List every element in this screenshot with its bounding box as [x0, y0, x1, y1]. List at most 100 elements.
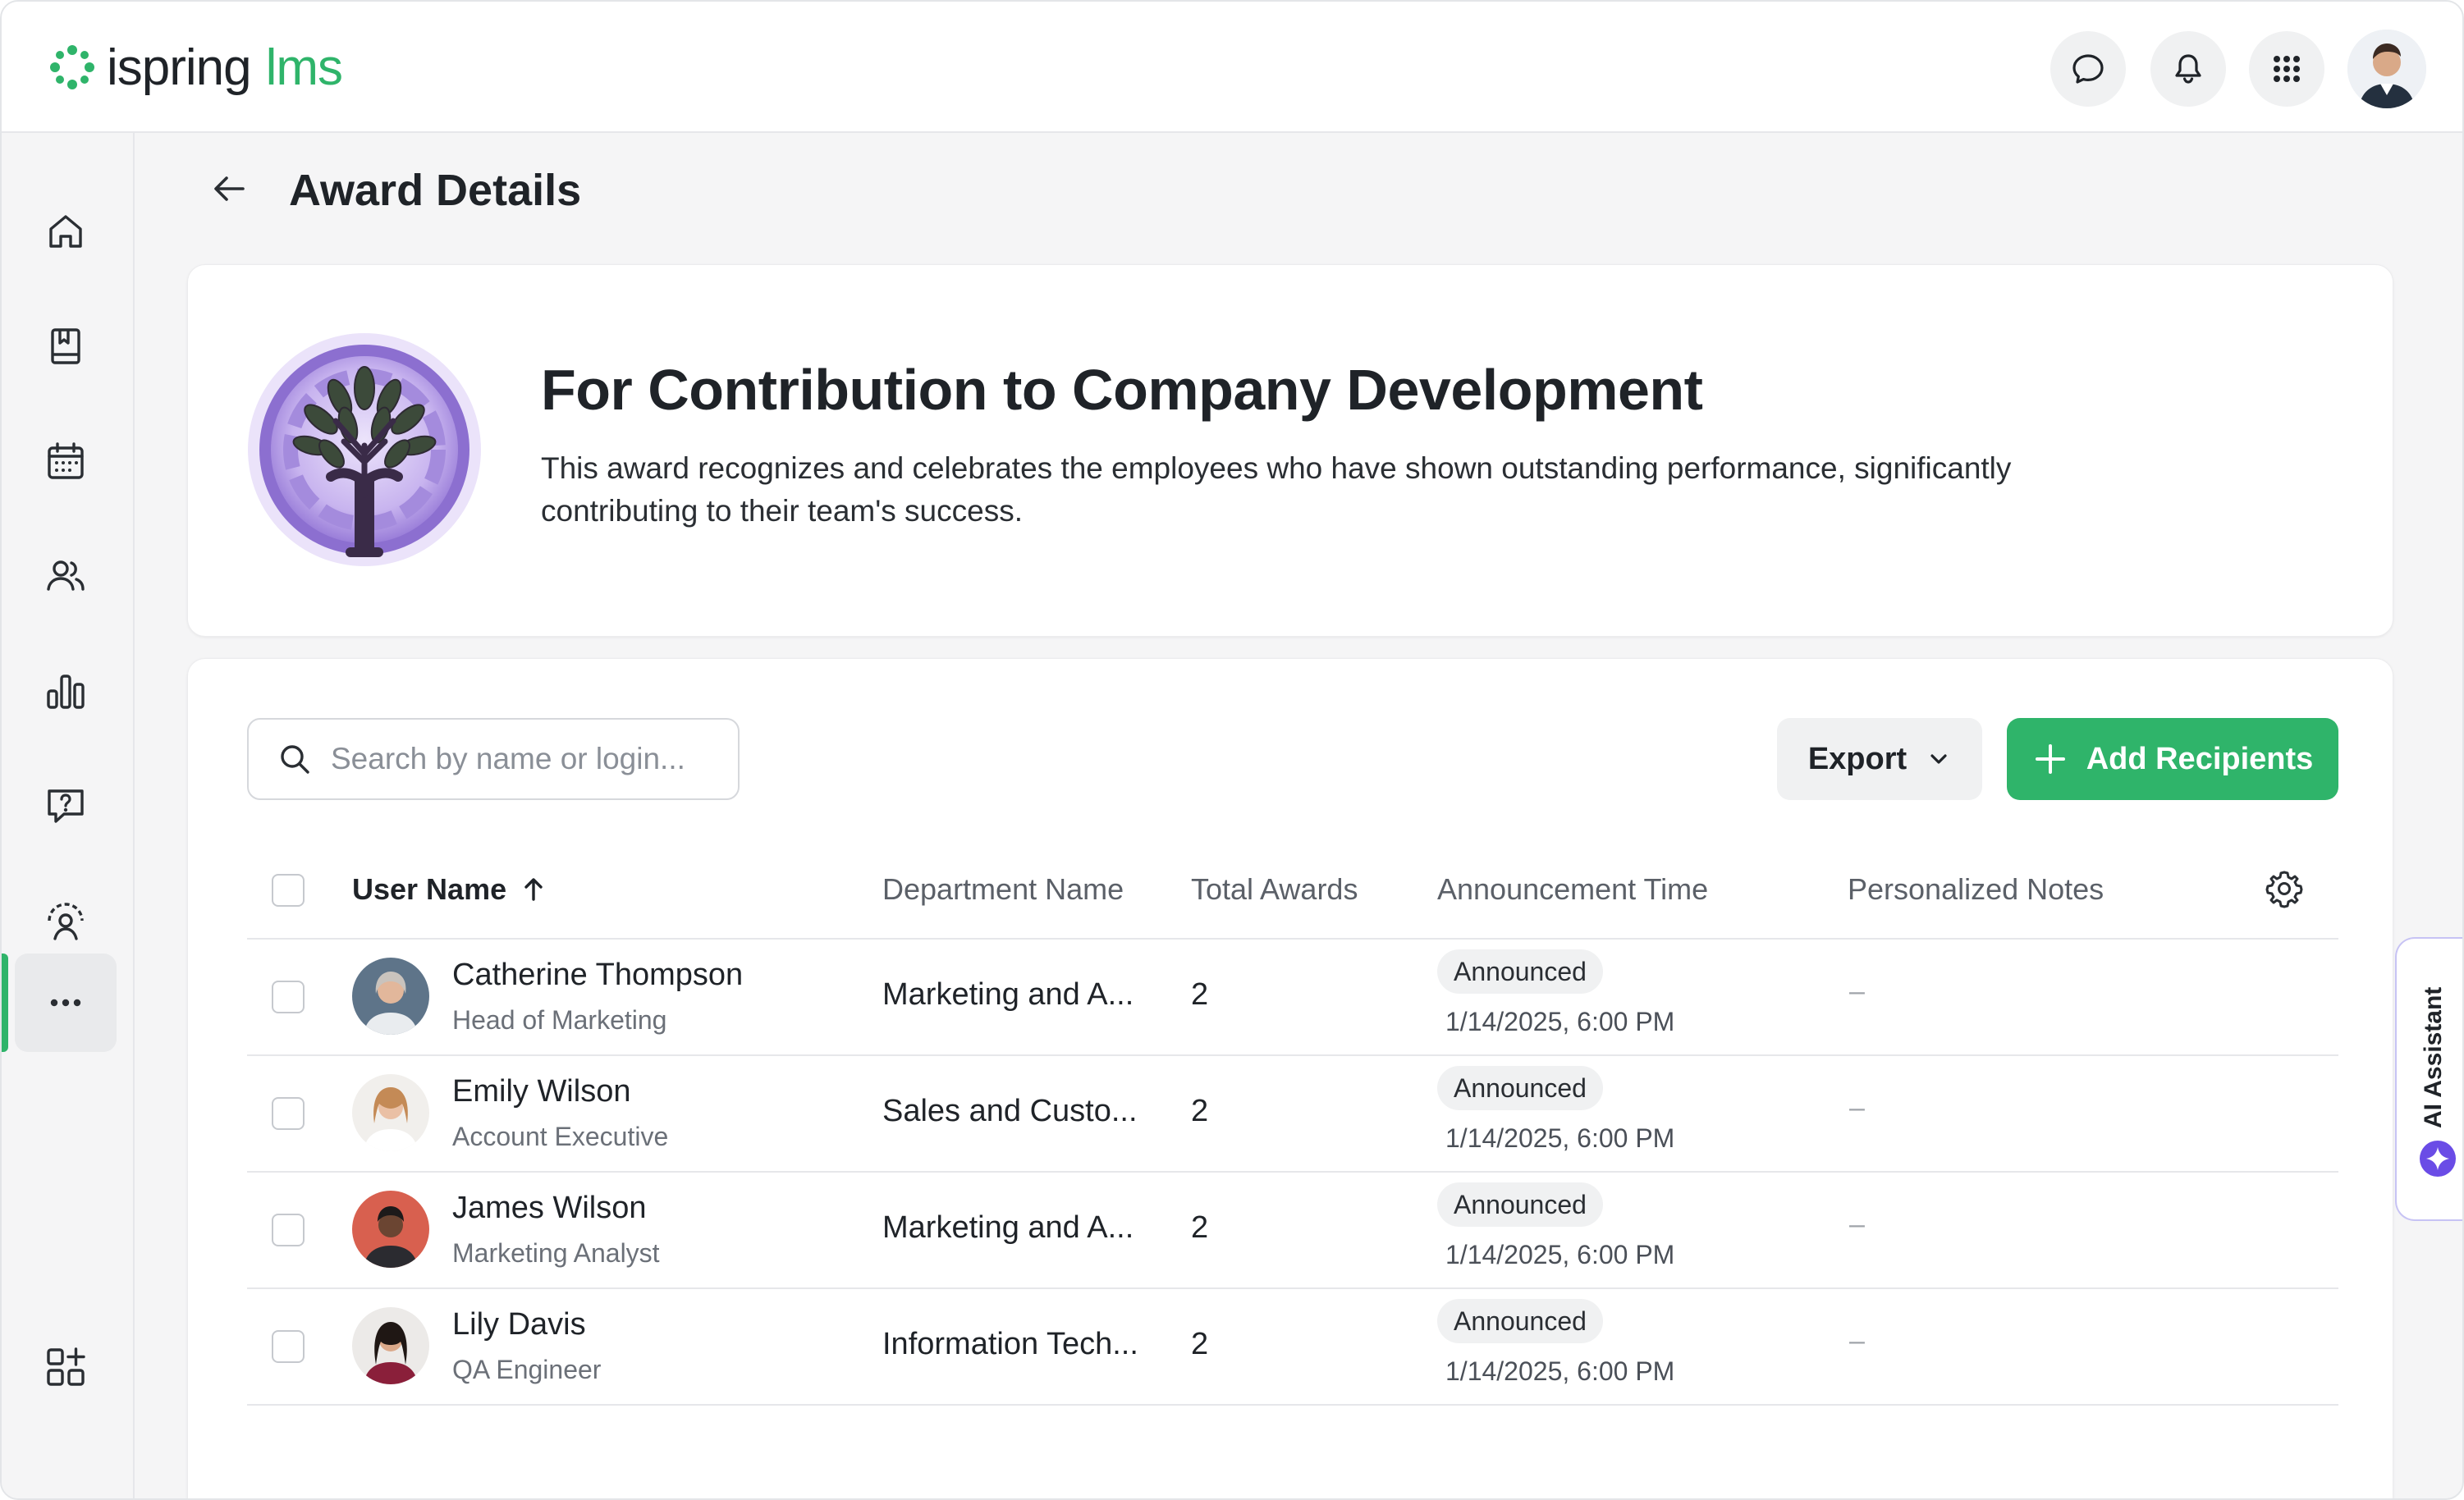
sidebar-item-account[interactable]	[15, 871, 117, 970]
announcement-time: 1/14/2025, 6:00 PM	[1445, 1240, 1675, 1269]
user-settings-icon	[48, 903, 84, 940]
user-name[interactable]: James Wilson	[452, 1191, 647, 1225]
chat-icon	[2072, 54, 2104, 84]
status-badge: Announced	[1437, 949, 1603, 994]
row-divider	[247, 1054, 2338, 1056]
column-user-label: User Name	[352, 872, 507, 906]
active-indicator	[2, 954, 8, 1052]
notifications-button[interactable]	[2150, 31, 2226, 107]
brand-name: ispring	[107, 39, 252, 96]
personalized-notes: –	[1849, 1325, 1865, 1356]
users-icon	[47, 560, 85, 591]
total-awards: 2	[1191, 977, 1209, 1012]
select-all-checkbox[interactable]	[272, 874, 305, 907]
row-checkbox[interactable]	[272, 1097, 305, 1130]
row-checkbox[interactable]	[272, 1330, 305, 1363]
sidebar-item-courses[interactable]	[15, 297, 117, 396]
row-divider	[247, 1287, 2338, 1289]
export-label: Export	[1807, 741, 1908, 776]
user-role: Marketing Analyst	[452, 1238, 660, 1268]
question-icon	[48, 789, 84, 823]
award-description: This award recognizes and celebrates the…	[541, 451, 2012, 528]
table-row[interactable]: Emily Wilson Account Executive Sales and…	[188, 1056, 2393, 1171]
status-badge: Announced	[1437, 1182, 1603, 1227]
add-recipients-label: Add Recipients	[2086, 741, 2314, 776]
arrow-left-icon	[214, 176, 245, 201]
widgets-plus-icon	[47, 1347, 85, 1386]
announcement-time: 1/14/2025, 6:00 PM	[1445, 1007, 1675, 1036]
more-dots-icon	[50, 999, 81, 1007]
column-header-department[interactable]: Department Name	[882, 872, 1124, 906]
table-row[interactable]: James Wilson Marketing Analyst Marketing…	[188, 1173, 2393, 1287]
ai-assistant-tab[interactable]: AI Assistant	[2395, 937, 2462, 1221]
header-divider	[247, 938, 2338, 940]
avatar	[352, 1074, 429, 1151]
sidebar-item-home[interactable]	[15, 182, 117, 281]
bar-chart-icon	[47, 675, 85, 709]
user-role: Account Executive	[452, 1122, 669, 1151]
sidebar-item-more[interactable]	[15, 954, 117, 1052]
recipients-card: Export Add Recipients User Name Departme…	[187, 658, 2393, 1498]
back-button[interactable]	[207, 167, 251, 215]
row-divider	[247, 1404, 2338, 1406]
search-box[interactable]	[247, 718, 740, 800]
sidebar	[2, 133, 135, 1498]
search-input[interactable]	[331, 742, 725, 776]
add-recipients-button[interactable]: Add Recipients	[2007, 718, 2338, 800]
sidebar-item-users[interactable]	[15, 527, 117, 625]
sidebar-item-add-widget[interactable]	[15, 1318, 117, 1416]
user-avatar[interactable]	[2347, 30, 2426, 108]
plus-icon	[2035, 744, 2065, 774]
export-button[interactable]: Export	[1777, 718, 1982, 800]
announcement-time: 1/14/2025, 6:00 PM	[1445, 1123, 1675, 1153]
user-name[interactable]: Catherine Thompson	[452, 958, 744, 992]
avatar	[352, 1307, 429, 1384]
sparkle-icon	[2420, 1141, 2456, 1177]
user-role: Head of Marketing	[452, 1005, 667, 1035]
sidebar-item-help[interactable]	[15, 757, 117, 855]
ai-assistant-label: AI Assistant	[2420, 986, 2447, 1129]
column-header-user[interactable]: User Name	[352, 871, 547, 908]
department: Marketing and A...	[882, 1210, 1134, 1245]
row-checkbox[interactable]	[272, 1214, 305, 1246]
logo[interactable]: ispring lms	[48, 36, 343, 98]
award-title: For Contribution to Company Development	[541, 358, 1703, 422]
personalized-notes: –	[1849, 1209, 1865, 1240]
apps-button[interactable]	[2249, 31, 2324, 107]
search-icon	[281, 745, 309, 774]
apps-grid-icon	[2274, 56, 2300, 82]
table-row[interactable]: Catherine Thompson Head of Marketing Mar…	[188, 940, 2393, 1054]
personalized-notes: –	[1849, 976, 1865, 1007]
avatar-image	[2347, 30, 2426, 108]
logo-icon	[50, 45, 94, 89]
total-awards: 2	[1191, 1210, 1209, 1245]
personalized-notes: –	[1849, 1092, 1865, 1123]
user-name[interactable]: Emily Wilson	[452, 1074, 631, 1109]
department: Marketing and A...	[882, 977, 1134, 1012]
row-checkbox[interactable]	[272, 981, 305, 1013]
sidebar-item-reports[interactable]	[15, 642, 117, 740]
table-row[interactable]: Lily Davis QA Engineer Information Tech.…	[188, 1289, 2393, 1404]
column-header-time[interactable]: Announcement Time	[1437, 872, 1709, 906]
calendar-icon	[48, 442, 84, 479]
total-awards: 2	[1191, 1094, 1209, 1128]
home-icon	[49, 215, 82, 248]
award-badge-image	[248, 333, 481, 566]
sidebar-item-calendar[interactable]	[15, 412, 117, 510]
announcement-time: 1/14/2025, 6:00 PM	[1445, 1356, 1675, 1386]
column-header-notes[interactable]: Personalized Notes	[1848, 872, 2104, 906]
top-header: ispring lms	[2, 2, 2462, 133]
avatar	[352, 1191, 429, 1268]
book-icon	[51, 328, 80, 364]
sort-ascending-icon	[524, 878, 543, 901]
row-divider	[247, 1171, 2338, 1173]
department: Sales and Custo...	[882, 1094, 1138, 1128]
chat-button[interactable]	[2050, 31, 2126, 107]
bell-icon	[2175, 54, 2201, 84]
user-name[interactable]: Lily Davis	[452, 1307, 586, 1342]
page-title: Award Details	[289, 166, 582, 215]
total-awards: 2	[1191, 1327, 1209, 1361]
chevron-down-icon	[1930, 754, 1947, 764]
gear-icon[interactable]	[2263, 867, 2306, 910]
column-header-total[interactable]: Total Awards	[1191, 872, 1358, 906]
